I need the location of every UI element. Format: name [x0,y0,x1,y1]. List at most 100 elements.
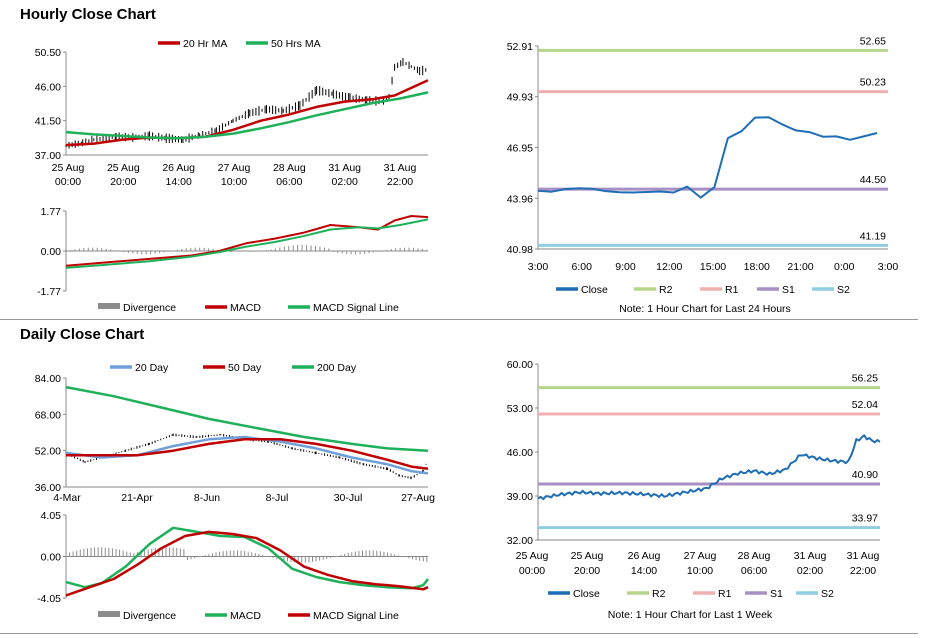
daily-levels-note: Note: 1 Hour Chart for Last 1 Week [608,609,773,621]
daily-levels-x-tick-time: 10:00 [687,565,713,577]
daily-x-tick: 21-Apr [121,492,153,504]
hourly-levels-y-tick-label: 43.96 [507,193,533,205]
daily-x-tick: 30-Jul [334,492,363,504]
legend-hourly-s2-label: S2 [837,284,850,296]
hourly-x-tick-date: 31 Aug [328,162,361,174]
hourly-macd-series-macd [65,215,429,267]
daily-price-y-tick-label: 68.00 [35,409,61,421]
hourly-macd-series-macd-signal-line [65,218,429,269]
daily-levels-x-tick-date: 25 Aug [571,550,604,562]
daily-level-label-r2: 56.25 [852,373,878,385]
hourly-levels-x-tick: 3:00 [878,261,899,273]
hourly-price-y-tick-label: 37.00 [35,150,61,162]
daily-x-tick: 8-Jun [194,492,220,504]
legend-hourly-divergence-swatch [98,303,120,309]
hourly-x-tick-time: 02:00 [332,176,358,188]
daily-x-tick: 27-Aug [401,492,435,504]
hourly-close-series [537,116,878,199]
daily-levels-x-tick-time: 22:00 [850,565,876,577]
hourly-x-tick-date: 27 Aug [218,162,251,174]
legend-daily-r1-label: R1 [718,588,732,600]
daily-series-200-day [65,385,429,452]
level-label-r1: 50.23 [860,77,886,89]
daily-levels-y-tick-label: 53.00 [507,403,533,415]
legend-hourly-signal-label: MACD Signal Line [313,302,399,314]
hourly-x-tick-time: 10:00 [221,176,247,188]
legend-200-day-label: 200 Day [317,362,357,374]
legend-daily-close-label: Close [573,588,600,600]
daily-price-y-tick-label: 36.00 [35,482,61,494]
daily-x-tick: 8-Jul [266,492,289,504]
daily-levels-y-tick-label: 32.00 [507,535,533,547]
hourly-series-50-hrs-ma [65,91,429,140]
hourly-levels-x-tick: 15:00 [700,261,726,273]
hourly-price-y-tick-label: 41.50 [35,116,61,128]
daily-chart-title: Daily Close Chart [20,326,145,343]
legend-hourly-macd-label: MACD [230,302,261,314]
daily-price-y-tick-label: 52.00 [35,446,61,458]
legend-daily-macd-label: MACD [230,610,261,622]
hourly-x-tick-time: 20:00 [110,176,136,188]
legend-hourly-s1-label: S1 [782,284,795,296]
hourly-levels-y-tick-label: 40.98 [507,244,533,256]
legend-hourly-r1-label: R1 [725,284,739,296]
hourly-series-20-hr-ma [65,79,429,147]
hourly-levels-x-tick: 0:00 [834,261,855,273]
legend-50-day-label: 50 Day [228,362,262,374]
section-divider [0,319,918,320]
hourly-chart-title: Hourly Close Chart [20,6,156,23]
daily-levels-y-tick-label: 60.00 [507,359,533,371]
daily-macd-series-macd-signal-line [65,530,429,597]
daily-series-50-day [66,438,429,471]
hourly-x-tick-time: 00:00 [55,176,81,188]
hourly-levels-x-tick: 6:00 [572,261,593,273]
daily-levels-x-tick-time: 20:00 [574,565,600,577]
legend-hourly-close-label: Close [581,284,608,296]
hourly-levels-y-tick-label: 49.93 [507,92,533,104]
level-label-r2: 52.65 [860,35,886,47]
hourly-x-tick-date: 31 Aug [384,162,417,174]
daily-levels-x-tick-date: 27 Aug [684,550,717,562]
daily-macd-y-tick-label: -4.05 [37,593,61,605]
legend-20-day-label: 20 Day [135,362,169,374]
daily-macd-series-macd [65,526,429,590]
daily-levels-x-tick-date: 26 Aug [628,550,661,562]
hourly-macd-y-tick-label: 0.00 [41,246,62,258]
daily-macd-y-tick-label: 4.05 [41,510,62,522]
daily-levels-x-tick-date: 28 Aug [738,550,771,562]
legend-hourly-divergence-label: Divergence [123,302,176,314]
daily-level-label-s1: 40.90 [852,469,878,481]
hourly-price-y-tick-label: 50.50 [35,47,61,59]
hourly-levels-y-tick-label: 52.91 [507,41,533,53]
level-label-s1: 44.50 [860,174,886,186]
daily-price-y-tick-label: 84.00 [35,373,61,385]
hourly-x-tick-date: 25 Aug [52,162,85,174]
hourly-x-tick-time: 22:00 [387,176,413,188]
bottom-divider [0,633,918,634]
hourly-levels-x-tick: 21:00 [787,261,813,273]
daily-levels-x-tick-date: 31 Aug [794,550,827,562]
daily-levels-y-tick-label: 46.00 [507,447,533,459]
daily-levels-y-tick-label: 39.00 [507,491,533,503]
hourly-macd-y-tick-label: 1.77 [41,206,62,218]
daily-levels-x-tick-time: 00:00 [519,565,545,577]
hourly-levels-note: Note: 1 Hour Chart for Last 24 Hours [619,303,791,315]
daily-levels-x-tick-time: 02:00 [797,565,823,577]
legend-daily-signal-label: MACD Signal Line [313,610,399,622]
daily-macd-y-tick-label: 0.00 [41,552,62,564]
legend-daily-divergence-label: Divergence [123,610,176,622]
daily-level-label-s2: 33.97 [852,513,878,525]
legend-50hrs-ma-label: 50 Hrs MA [271,38,321,50]
legend-hourly-r2-label: R2 [659,284,673,296]
daily-levels-x-tick-date: 25 Aug [516,550,549,562]
hourly-levels-x-tick: 3:00 [528,261,549,273]
hourly-x-tick-date: 28 Aug [273,162,306,174]
legend-20hr-ma-label: 20 Hr MA [183,38,227,50]
hourly-x-tick-date: 25 Aug [107,162,140,174]
legend-daily-r2-label: R2 [652,588,666,600]
hourly-x-tick-time: 06:00 [276,176,302,188]
legend-daily-divergence-swatch [98,611,120,617]
hourly-price-y-tick-label: 46.00 [35,81,61,93]
legend-daily-s2-label: S2 [821,588,834,600]
